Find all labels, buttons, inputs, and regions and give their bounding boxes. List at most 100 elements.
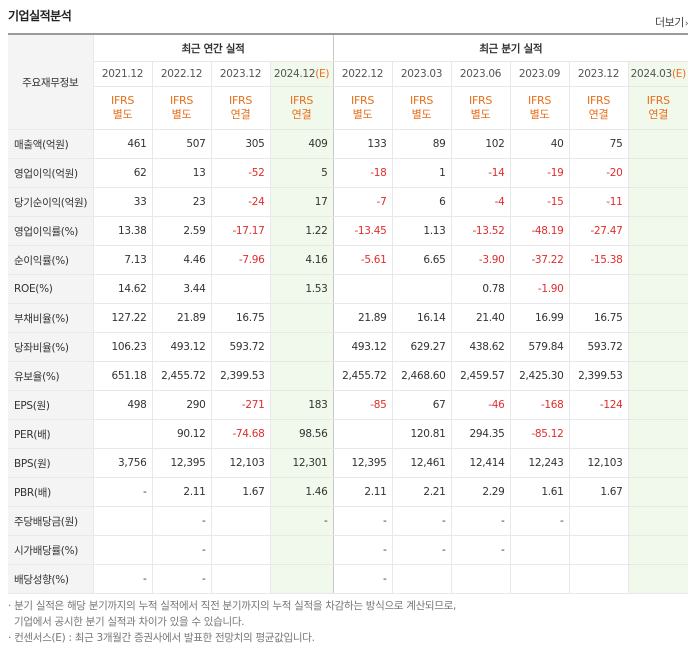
table-cell: 1.22 xyxy=(269,216,334,246)
more-label: 더보기 xyxy=(655,16,684,29)
row-label: 부채비율(%) xyxy=(8,303,93,333)
table-cell: -7.96 xyxy=(210,245,270,275)
accounting-basis: IFRS 별도 xyxy=(151,86,211,130)
ifrs-label: IFRS xyxy=(646,94,670,107)
table-row: 당좌비율(%) 106.23 493.12 593.72 493.12 629.27 438… xyxy=(8,332,688,362)
table-cell: -271 xyxy=(210,390,270,420)
more-link[interactable]: 더보기› xyxy=(655,14,689,30)
table-cell: 127.22 xyxy=(92,303,152,333)
estimate-marker: (E) xyxy=(315,68,330,80)
table-cell: 62 xyxy=(92,158,152,188)
table-cell: - xyxy=(151,506,211,536)
basis-label: 별도 xyxy=(171,108,192,121)
basis-label: 별도 xyxy=(352,108,373,121)
table-cell xyxy=(509,564,569,594)
table-cell: 651.18 xyxy=(92,361,152,391)
quarterly-group-header: 최근 분기 실적 xyxy=(332,34,688,62)
table-cell: 75 xyxy=(568,129,628,159)
table-cell xyxy=(269,535,334,565)
table-cell: 12,395 xyxy=(151,448,211,478)
period-header: 2023.12 xyxy=(210,61,270,87)
table-cell xyxy=(568,564,628,594)
ifrs-label: IFRS xyxy=(469,94,492,107)
table-cell xyxy=(92,506,152,536)
period-year: 2023.03 xyxy=(400,68,443,80)
table-cell xyxy=(269,303,334,333)
table-cell: 579.84 xyxy=(509,332,569,362)
table-cell: 17 xyxy=(269,187,334,217)
table-cell xyxy=(269,332,334,362)
row-label: EPS(원) xyxy=(8,390,93,420)
table-row: 주당배당금(원) - - - - - - xyxy=(8,506,688,536)
table-cell xyxy=(627,332,688,362)
row-label: 순이익률(%) xyxy=(8,245,93,275)
table-row: 유보율(%) 651.18 2,455.72 2,399.53 2,455.72 2,46… xyxy=(8,361,688,391)
table-cell: - xyxy=(269,506,334,536)
table-cell: -37.22 xyxy=(509,245,569,275)
table-row: BPS(원) 3,756 12,395 12,103 12,301 12,395 12,46… xyxy=(8,448,688,478)
chevron-right-icon: › xyxy=(684,19,689,29)
basis-label: 연결 xyxy=(588,108,609,121)
table-cell: 2.11 xyxy=(151,477,211,507)
table-cell: 13.38 xyxy=(92,216,152,246)
table-cell: 461 xyxy=(92,129,152,159)
table-cell: -7 xyxy=(332,187,392,217)
table-cell xyxy=(391,564,451,594)
table-cell xyxy=(332,419,392,449)
table-cell xyxy=(568,535,628,565)
period-header: 2023.12 xyxy=(568,61,628,87)
table-cell: 290 xyxy=(151,390,211,420)
table-cell xyxy=(627,216,688,246)
table-cell: 493.12 xyxy=(332,332,392,362)
table-cell xyxy=(627,564,688,594)
table-cell: - xyxy=(509,506,569,536)
table-cell: 133 xyxy=(332,129,392,159)
table-cell: 183 xyxy=(269,390,334,420)
table-row: 영업이익(억원) 62 13 -52 5 -18 1 -14 -19 -20 xyxy=(8,158,688,188)
table-cell: -27.47 xyxy=(568,216,628,246)
table-row: 배당성향(%) - - - xyxy=(8,564,688,594)
table-cell: -124 xyxy=(568,390,628,420)
ifrs-label: IFRS xyxy=(170,94,193,107)
table-cell: -168 xyxy=(509,390,569,420)
table-cell: -1.90 xyxy=(509,274,569,304)
table-cell: 0.78 xyxy=(450,274,510,304)
table-cell: 593.72 xyxy=(210,332,270,362)
table-cell: -15 xyxy=(509,187,569,217)
table-cell xyxy=(627,448,688,478)
row-label: BPS(원) xyxy=(8,448,93,478)
table-cell: 438.62 xyxy=(450,332,510,362)
table-cell: 40 xyxy=(509,129,569,159)
period-year: 2021.12 xyxy=(101,68,144,80)
accounting-basis: IFRS 연결 xyxy=(627,86,688,130)
table-cell: 12,301 xyxy=(269,448,334,478)
table-cell: - xyxy=(391,535,451,565)
period-header: 2023.09 xyxy=(509,61,569,87)
table-cell: 16.99 xyxy=(509,303,569,333)
table-cell: -85 xyxy=(332,390,392,420)
row-label: ROE(%) xyxy=(8,274,93,304)
basis-label: 별도 xyxy=(411,108,432,121)
basis-label: 연결 xyxy=(648,108,669,121)
row-label: PER(배) xyxy=(8,419,93,449)
basis-label: 별도 xyxy=(112,108,133,121)
table-cell: -11 xyxy=(568,187,628,217)
table-row: 시가배당률(%) - - - - xyxy=(8,535,688,565)
table-cell xyxy=(627,129,688,159)
period-header: 2022.12 xyxy=(332,61,392,87)
table-cell: 498 xyxy=(92,390,152,420)
table-row: ROE(%) 14.62 3.44 1.53 0.78 -1.90 xyxy=(8,274,688,304)
table-cell: - xyxy=(450,535,510,565)
accounting-basis: IFRS 별도 xyxy=(332,86,392,130)
table-cell: - xyxy=(92,564,152,594)
table-cell xyxy=(627,477,688,507)
table-cell xyxy=(627,274,688,304)
table-cell: 593.72 xyxy=(568,332,628,362)
table-cell: -48.19 xyxy=(509,216,569,246)
table-cell: 1.61 xyxy=(509,477,569,507)
table-cell xyxy=(568,419,628,449)
table-row: 영업이익률(%) 13.38 2.59 -17.17 1.22 -13.45 1.13 -13… xyxy=(8,216,688,246)
table-cell: 12,243 xyxy=(509,448,569,478)
table-cell: 12,414 xyxy=(450,448,510,478)
table-cell xyxy=(627,419,688,449)
